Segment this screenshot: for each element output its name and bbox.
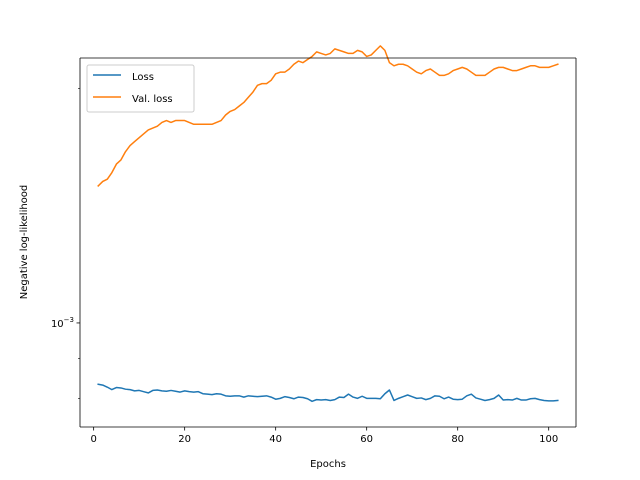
x-tick-label: 80 [451,434,464,445]
legend-label-loss: Loss [132,72,154,83]
series-line-loss [97,383,559,403]
legend: Loss Val. loss [86,64,195,113]
x-tick-label: 60 [360,434,373,445]
x-tick-label: 40 [269,434,282,445]
y-axis-ticks: 10−3 [51,88,80,399]
plot-area [80,58,576,427]
x-axis-ticks: 0 20 40 60 80 100 [90,427,558,445]
x-axis-label: Epochs [310,459,346,470]
x-tick-label: 0 [90,434,96,445]
series-layer [97,45,559,403]
series-line-val-loss [97,45,559,187]
y-tick-label: 10−3 [51,316,74,330]
y-axis-label: Negative log-likelihood [19,185,30,300]
x-tick-label: 100 [539,434,558,445]
legend-box [86,64,195,113]
x-tick-label: 20 [178,434,191,445]
axes-frame [79,57,577,428]
legend-label-val-loss: Val. loss [132,94,173,105]
